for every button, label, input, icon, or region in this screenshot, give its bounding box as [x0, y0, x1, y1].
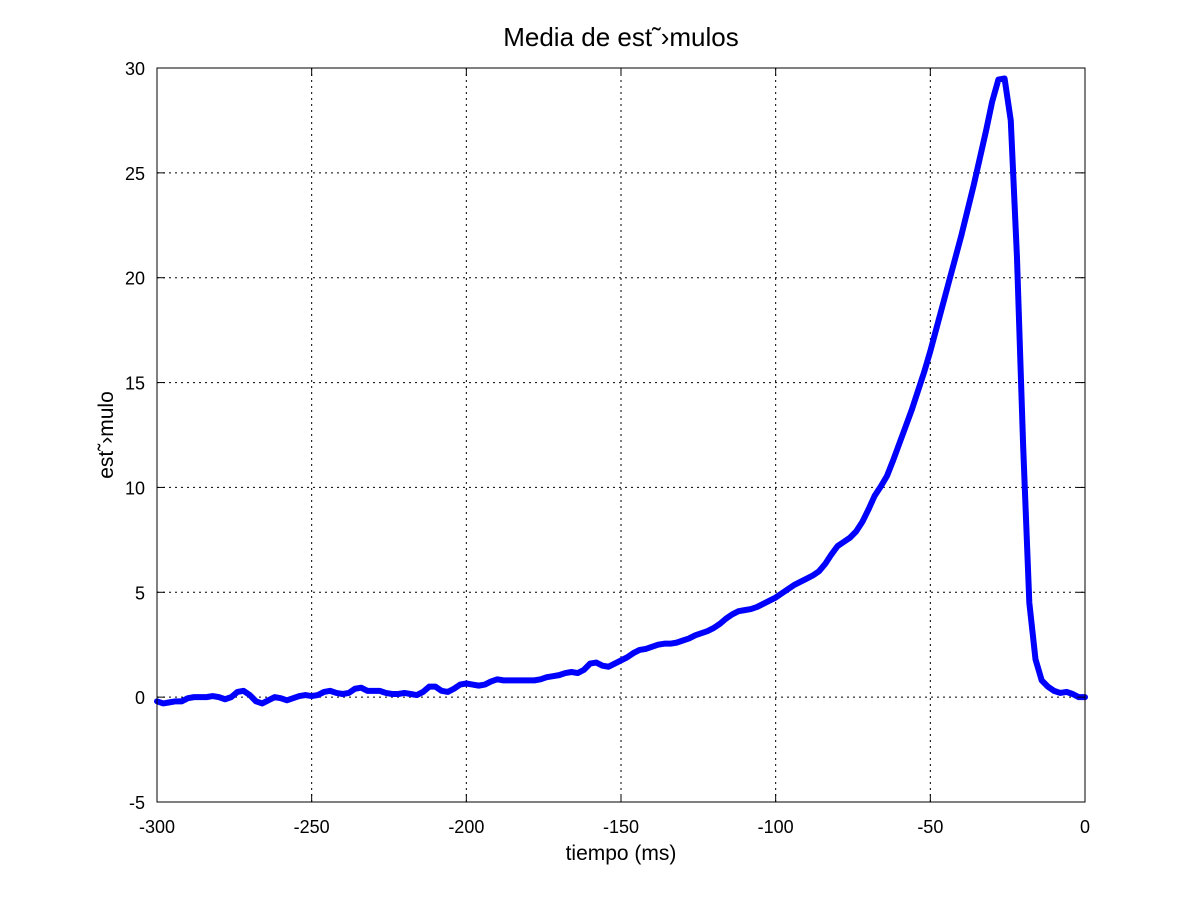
y-tick-label: 20 [125, 269, 145, 289]
x-tick-label: -150 [603, 817, 639, 837]
y-tick-label: 10 [125, 478, 145, 498]
x-tick-label: -250 [294, 817, 330, 837]
y-tick-label: 30 [125, 59, 145, 79]
x-tick-label: -100 [758, 817, 794, 837]
x-tick-label: -300 [139, 817, 175, 837]
y-axis-title: est˜›mulo [95, 391, 118, 479]
y-tick-label: -5 [129, 793, 145, 813]
y-tick-label: 5 [135, 583, 145, 603]
series-layer [154, 75, 1088, 707]
grid [157, 68, 1085, 802]
x-tick-label: -200 [448, 817, 484, 837]
ticks [156, 67, 1086, 803]
series-line [154, 75, 1088, 707]
y-tick-label: 15 [125, 374, 145, 394]
x-axis-title: tiempo (ms) [566, 842, 677, 865]
x-tick-label: -50 [917, 817, 943, 837]
y-tick-label: 0 [135, 688, 145, 708]
y-tick-label: 25 [125, 164, 145, 184]
chart-title: Media de est˜›mulos [503, 22, 739, 52]
x-tick-label: 0 [1080, 817, 1090, 837]
